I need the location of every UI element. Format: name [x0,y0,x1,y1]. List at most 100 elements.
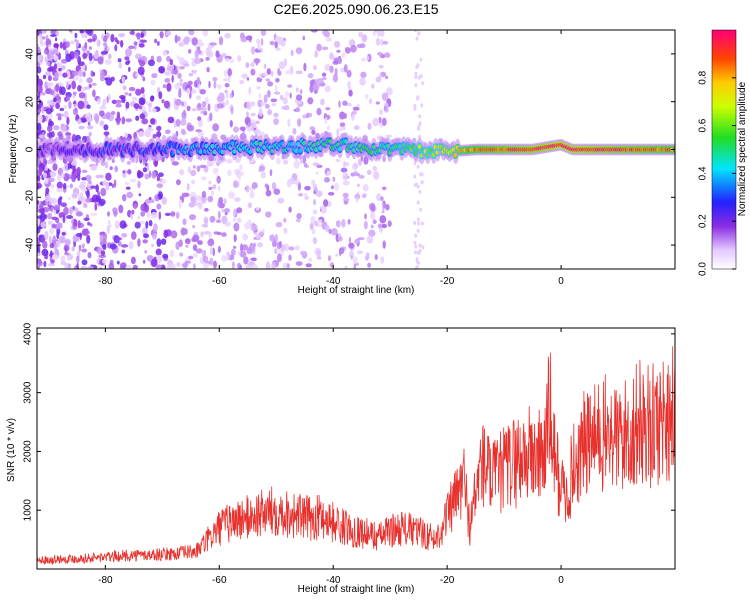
spectrogram-noise-cell [122,85,127,91]
spectrogram-noise-cell [233,126,239,133]
spectrogram-noise-cell [52,49,59,55]
spectrogram-noise-cell [257,99,263,108]
spectrogram-noise-cell [336,128,340,137]
spectrogram-noise-cell [128,66,131,72]
spectrogram-noise-cell [66,95,71,102]
spectrogram-noise-cell [124,169,128,178]
spectrogram-noise-cell [217,210,221,220]
spectrogram-noise-cell [165,30,172,36]
snr-x-tick-label: -20 [440,575,455,586]
spectrogram-noise-cell [260,101,267,106]
spectrogram-noise-cell [330,185,334,190]
spectrogram-noise-cell [93,51,100,59]
spectrogram-noise-cell [225,58,230,62]
spectrogram-noise-cell [60,86,66,96]
spectrogram-noise-cell [200,110,205,114]
spectrogram-noise-cell [207,195,214,203]
colorbar-gradient [711,29,737,270]
spectrogram-noise-cell [310,30,318,33]
spectrogram-noise-cell [385,134,393,138]
spectrogram-noise-cell [78,69,84,77]
spectrogram-noise-cell [172,263,176,269]
snr-x-tick-label: -60 [212,575,227,586]
spectrogram-noise-cell [100,50,108,55]
spectrogram-noise-cell [48,262,55,267]
spectrogram-noise-cell [414,233,418,238]
snr-x-tick-label: -80 [98,575,113,586]
spectrogram-noise-cell [208,80,211,89]
spectrogram-noise-cell [96,39,101,47]
spectrogram-noise-cell [285,69,292,75]
spectrogram-noise-cell [156,238,162,247]
spectrogram-noise-cell [275,233,278,243]
spectrogram-noise-cell [333,40,341,48]
spectrogram-noise-cell [156,203,162,210]
spectrogram-noise-cell [60,261,67,266]
spectrogram-noise-cell [90,212,98,216]
spectrogram-noise-cell [197,38,203,48]
spectrogram-noise-cell [356,250,364,255]
spectrogram-noise-cell [355,197,359,203]
spectrogram-y-axis: -40 -20 0 20 40 [25,48,675,252]
spectrogram-noise-cell [137,238,141,247]
spectrogram-noise-cell [295,47,303,55]
spectrogram-noise-cell [101,33,104,40]
spectrogram-noise-cell [309,222,314,230]
spectrogram-noise-cell [231,248,236,256]
spectrogram-noise-cell [267,109,273,116]
spectrogram-noise-cell [217,185,221,192]
spectrogram-noise-cell [56,181,63,189]
spectrogram-noise-cell [233,245,237,249]
snr-panel: -80 -60 -40 -20 0 1000 2000 3000 4000 Height of… [6,322,676,595]
spectrogram-noise-cell [343,64,348,73]
figure-title: C2E6.2025.090.06.23.E15 [273,1,438,17]
spectrogram-noise-cell [109,243,117,250]
spectrogram-noise-cell [87,251,92,259]
spectrogram-noise-cell [154,160,158,168]
spectrogram-noise-cell [46,159,53,165]
spectrogram-noise-cell [117,58,122,63]
spectrogram-noise-cell [53,63,58,70]
spectrogram-noise-cell [50,34,57,37]
spectrogram-noise-cell [62,72,68,78]
spectrogram-noise-cell [133,203,138,210]
spectrogram-noise-cell [151,243,154,248]
spectrogram-noise-cell [185,244,189,248]
spectrogram-noise-cell [129,178,137,183]
spectrogram-noise-cell [178,199,182,209]
spectrogram-noise-cell [121,249,126,254]
spectrogram-noise-cell [95,174,102,179]
spectrogram-noise-cell [420,180,424,185]
spectrogram-noise-cell [370,211,376,220]
spectrogram-noise-cell [258,107,263,117]
spectrogram-noise-cell [179,195,184,201]
spectrogram-noise-cell [201,223,209,228]
spectrogram-noise-cell [275,221,283,228]
spectrogram-noise-cell [224,89,228,94]
spectrogram-noise-cell [418,248,422,253]
spectrogram-noise-cell [224,221,231,227]
spectrogram-noise-cell [212,123,220,132]
spectrogram-noise-cell [140,203,146,212]
spectrogram-noise-cell [118,33,126,38]
spectrogram-noise-cell [40,221,46,228]
spectrogram-noise-cell [47,125,53,132]
spectrogram-noise-cell [135,33,140,37]
spectrogram-noise-cell [227,169,232,177]
spectrogram-noise-cell [110,76,115,82]
spectrogram-noise-cell [366,55,370,61]
spectrogram-noise-cell [239,126,246,131]
spectrogram-noise-cell [367,122,372,130]
spectrogram-noise-cell [217,245,221,254]
spectrogram-noise-cell [368,98,373,105]
spectrogram-noise-cell [277,67,281,76]
spectrogram-noise-cell [150,118,156,125]
spectrogram-noise-cell [47,212,53,220]
spectrogram-noise-cell [260,38,264,46]
spectrogram-noise-cell [199,164,207,169]
spectrogram-noise-cell [37,122,42,132]
spectrogram-noise-cell [184,260,192,264]
spectrogram-noise-cell [199,89,206,95]
spectrogram-noise-cell [236,207,243,214]
colorbar-label: Normalized spectral amplitude [737,81,748,216]
